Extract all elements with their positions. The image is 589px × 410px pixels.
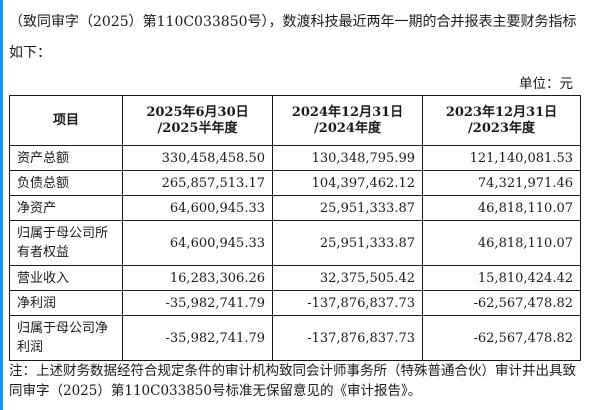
header-2024-date: 2024年12月31日 [291, 104, 404, 120]
header-2025-period: /2025半年度 [157, 120, 238, 136]
table-row: 负债总额 265,857,513.17 104,397,462.12 74,32… [9, 170, 581, 196]
left-accent-bar [0, 0, 3, 410]
cell-2025: 16,283,306.26 [122, 265, 273, 291]
table-row: 净资产 64,600,945.33 25,951,333.87 46,818,1… [9, 195, 581, 221]
header-2024-period: /2024年度 [314, 120, 381, 136]
row-label: 归属于母公司净利润 [9, 315, 123, 361]
cell-2024: 104,397,462.12 [272, 170, 423, 196]
cell-2025: -35,982,741.79 [122, 315, 273, 361]
header-2023: 2023年12月31日/2023年度 [422, 95, 581, 146]
unit-label: 单位：元 [519, 76, 573, 92]
row-label: 营业收入 [9, 265, 123, 291]
financial-indicators-table: 项目 2025年6月30日/2025半年度 2024年12月31日/2024年度… [9, 95, 581, 361]
cell-2023: 15,810,424.42 [422, 265, 581, 291]
row-label: 净资产 [9, 195, 123, 221]
cell-2023: -62,567,478.82 [422, 290, 581, 316]
footnote: 注：上述财务数据经符合规定条件的审计机构致同会计师事务所（特殊普通合伙）审计并出… [9, 363, 576, 399]
cell-2024: 130,348,795.99 [272, 145, 423, 171]
cell-2024: 32,375,505.42 [272, 265, 423, 291]
table-row: 归属于母公司净利润 -35,982,741.79 -137,876,837.73… [9, 315, 581, 361]
cell-2023: 121,140,081.53 [422, 145, 581, 171]
row-label: 负债总额 [9, 170, 123, 196]
cell-2025: 330,458,458.50 [122, 145, 273, 171]
row-label: 归属于母公司所有者权益 [9, 220, 123, 266]
table-header-row: 项目 2025年6月30日/2025半年度 2024年12月31日/2024年度… [9, 95, 581, 146]
cell-2023: 46,818,110.07 [422, 220, 581, 266]
row-label: 资产总额 [9, 145, 123, 171]
table-row: 资产总额 330,458,458.50 130,348,795.99 121,1… [9, 145, 581, 171]
header-2023-date: 2023年12月31日 [445, 104, 558, 120]
row-label: 净利润 [9, 290, 123, 316]
header-2024: 2024年12月31日/2024年度 [272, 95, 423, 146]
header-2025-date: 2025年6月30日 [146, 104, 249, 120]
cell-2025: 64,600,945.33 [122, 195, 273, 221]
cell-2024: -137,876,837.73 [272, 290, 423, 316]
cell-2024: 25,951,333.87 [272, 220, 423, 266]
cell-2025: 64,600,945.33 [122, 220, 273, 266]
cell-2023: 74,321,971.46 [422, 170, 581, 196]
header-2025: 2025年6月30日/2025半年度 [122, 95, 273, 146]
intro-paragraph: （致同审字（2025）第110C033850号），数渡科技最近两年一期的合并报表… [9, 14, 577, 61]
cell-2023: 46,818,110.07 [422, 195, 581, 221]
header-item-label: 项目 [52, 112, 79, 128]
cell-2024: -137,876,837.73 [272, 315, 423, 361]
table-row: 归属于母公司所有者权益 64,600,945.33 25,951,333.87 … [9, 220, 581, 266]
cell-2023: -62,567,478.82 [422, 315, 581, 361]
cell-2025: 265,857,513.17 [122, 170, 273, 196]
header-item: 项目 [9, 95, 123, 146]
table-row: 营业收入 16,283,306.26 32,375,505.42 15,810,… [9, 265, 581, 291]
table-row: 净利润 -35,982,741.79 -137,876,837.73 -62,5… [9, 290, 581, 316]
cell-2025: -35,982,741.79 [122, 290, 273, 316]
cell-2024: 25,951,333.87 [272, 195, 423, 221]
header-2023-period: /2023年度 [468, 120, 535, 136]
